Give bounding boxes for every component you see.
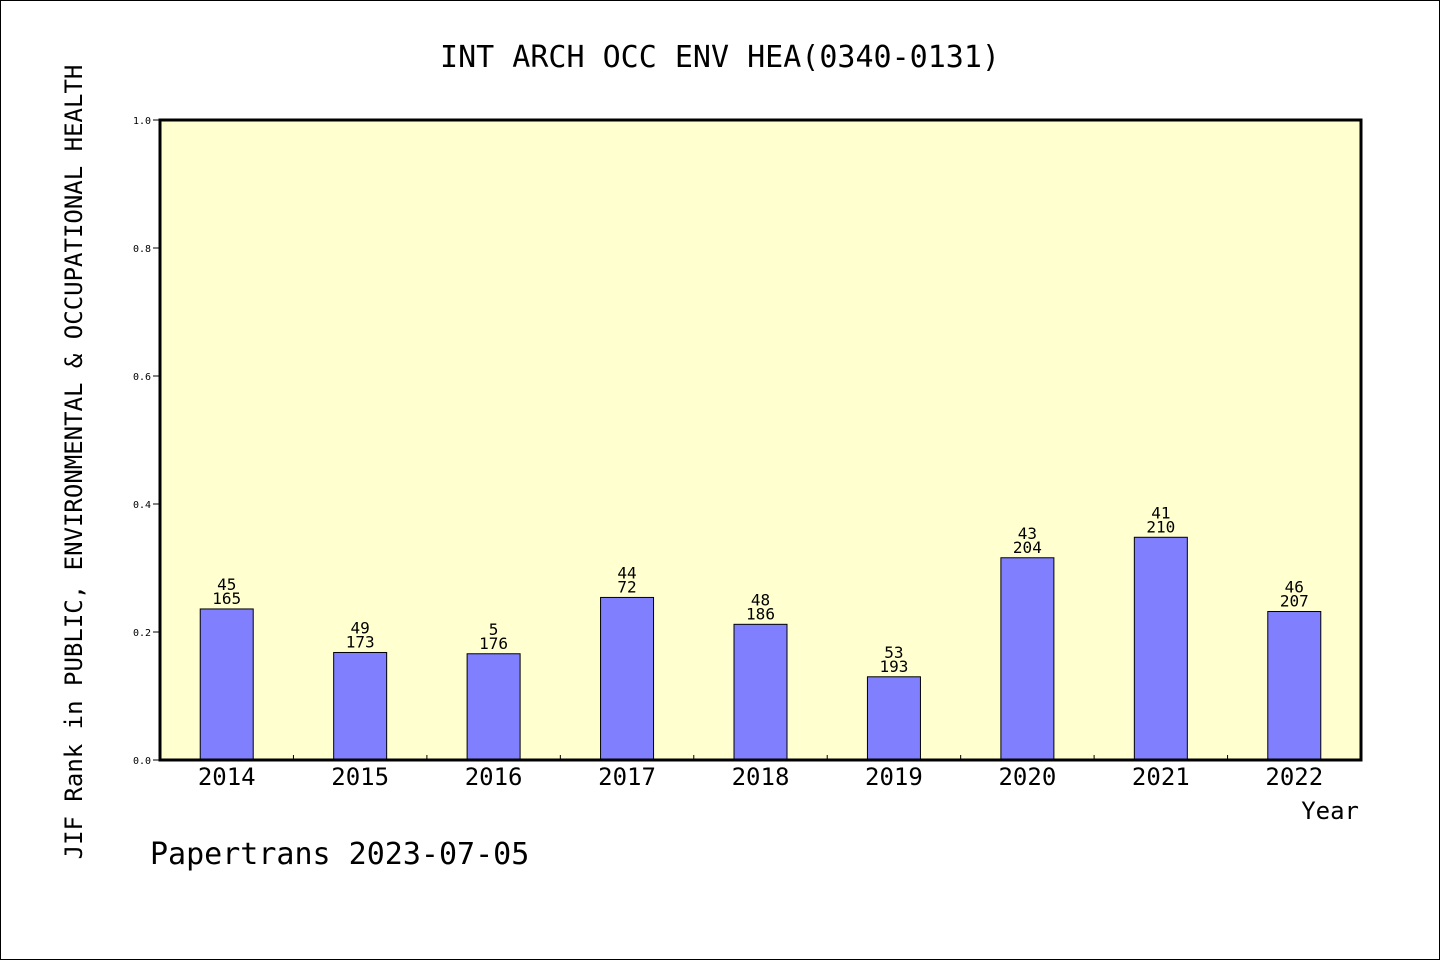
x-tick-label: 2018	[732, 763, 790, 791]
total-label: 210	[1146, 517, 1175, 536]
y-tick-label: 1.0	[133, 116, 151, 127]
bar-2021	[1133, 536, 1188, 761]
total-label: 165	[212, 589, 241, 608]
total-label: 176	[479, 634, 508, 653]
rank-label: 49	[351, 618, 370, 637]
rank-label: 45	[217, 575, 236, 594]
total-label: 72	[617, 577, 636, 596]
x-tick-label: 2017	[598, 763, 656, 791]
bar-2015	[333, 651, 388, 761]
total-label: 204	[1013, 538, 1042, 557]
x-tick-label: 2016	[465, 763, 523, 791]
y-tick-label: 0.4	[133, 500, 151, 511]
bar-2014	[199, 608, 254, 761]
rank-label: 46	[1285, 578, 1304, 597]
rank-label: 48	[751, 590, 770, 609]
x-tick-label: 2015	[331, 763, 389, 791]
rank-label: 43	[1018, 524, 1037, 543]
total-label: 173	[346, 632, 375, 651]
chart-title: INT ARCH OCC ENV HEA(0340-0131)	[440, 40, 1000, 75]
bar-2016	[466, 653, 521, 761]
bar-2017	[600, 596, 655, 761]
x-tick-label: 2014	[198, 763, 256, 791]
total-label: 186	[746, 604, 775, 623]
x-tick-label: 2019	[865, 763, 923, 791]
x-tick-label: 2021	[1132, 763, 1190, 791]
y-tick-label: 0.2	[133, 628, 151, 639]
rank-label: 44	[617, 563, 636, 582]
x-tick-label: 2020	[998, 763, 1056, 791]
total-label: 193	[879, 657, 908, 676]
bar-2018	[733, 623, 788, 761]
y-tick-label: 0.8	[133, 244, 151, 255]
y-tick-label: 0.6	[133, 372, 151, 383]
watermark: Papertrans 2023-07-05	[150, 837, 529, 872]
x-tick-label: 2022	[1265, 763, 1323, 791]
rank-label: 5	[489, 620, 499, 639]
rank-label: 53	[884, 643, 903, 662]
bar-2020	[1000, 557, 1055, 761]
rank-label: 41	[1151, 503, 1170, 522]
bar-2019	[866, 676, 921, 761]
y-axis-label: JIF Rank in PUBLIC, ENVIRONMENTAL & OCCU…	[60, 65, 88, 860]
y-tick-label: 0.0	[133, 756, 151, 767]
x-axis-label: Year	[1301, 797, 1359, 825]
plot-border	[158, 118, 1363, 762]
total-label: 207	[1280, 592, 1309, 611]
bar-2022	[1267, 611, 1322, 761]
